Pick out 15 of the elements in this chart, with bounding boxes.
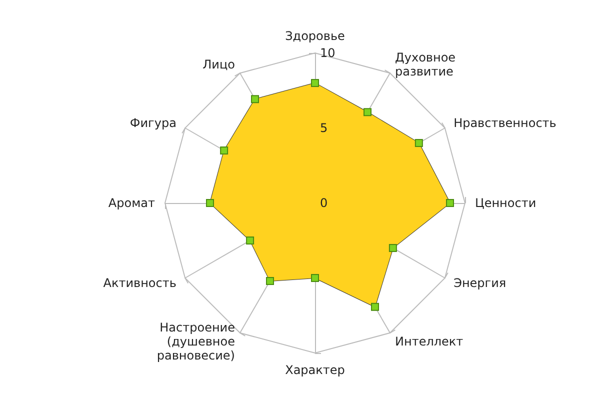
y-tick-label: 10 [320, 46, 336, 60]
spoke-label: Фигура [130, 116, 176, 130]
spoke-label: Интеллект [395, 334, 464, 349]
spoke-label: Активность [103, 276, 176, 290]
spoke-label: Здоровье [285, 29, 345, 43]
y-tick-label: 0 [320, 196, 328, 210]
spoke-label: Лицо [202, 57, 235, 72]
spoke-label: Аромат [108, 196, 155, 210]
spoke-label: Духовное развитие [395, 50, 456, 78]
spoke-label: Настроение (душевное равновесие) [156, 320, 235, 363]
y-tick-label: 5 [320, 121, 328, 135]
spoke-label: Нравственность [454, 116, 556, 130]
spoke-label: Характер [285, 363, 345, 377]
spoke-label: Энергия [454, 276, 506, 290]
spoke-label: Ценности [475, 196, 536, 210]
